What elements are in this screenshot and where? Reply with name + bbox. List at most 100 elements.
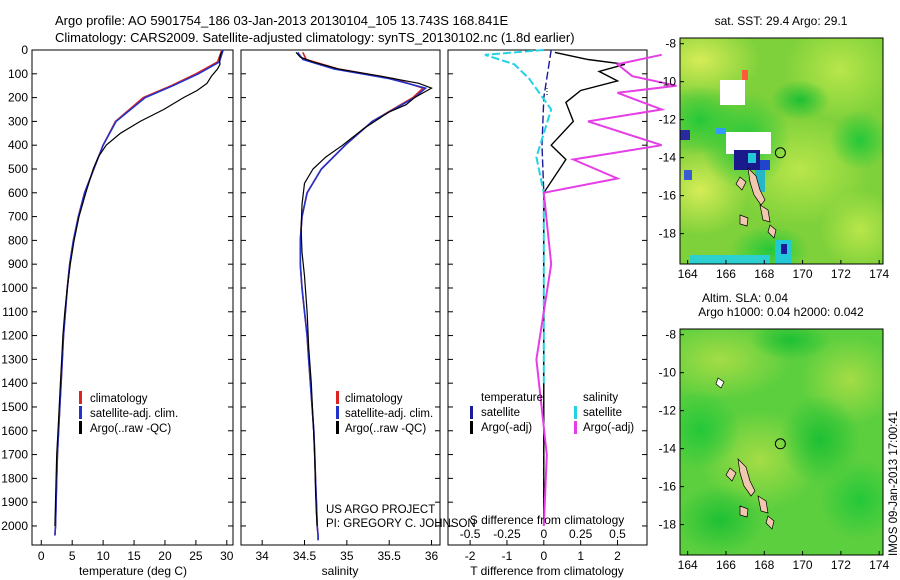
- lat-tick-label: -12: [659, 404, 677, 418]
- y-tick-label: 1100: [2, 305, 28, 319]
- sst-map-frame: [679, 37, 884, 265]
- s-difference-axis-ticks: -0.5 -0.25 0 0.25 0.5: [460, 527, 626, 541]
- t-difference-axis-ticks: -2 -1 0 1 2: [465, 540, 621, 563]
- s-tick-label: -0.25: [493, 527, 521, 541]
- project-annotation: US ARGO PROJECT: [326, 504, 435, 516]
- x-tick-label: 36: [425, 549, 439, 563]
- x-tick-label: 25: [189, 549, 203, 563]
- y-tick-label: 900: [8, 257, 28, 271]
- y-tick-label: 1300: [1, 352, 28, 366]
- figure-title-line-1: Argo profile: AO 5901754_186 03-Jan-2013…: [55, 13, 509, 28]
- salinity-legend: climatology satellite-adj. clim. Argo(..…: [336, 391, 433, 435]
- x-tick-label: 5: [69, 549, 76, 563]
- x-tick-label: 20: [158, 549, 172, 563]
- x-tick-label: 2: [614, 549, 621, 563]
- sla-map-title-line-1: Altim. SLA: 0.04: [702, 291, 788, 305]
- legend-swatch-temp-argo: [470, 421, 473, 434]
- y-tick-label: 1800: [1, 471, 28, 485]
- lat-tick-label: -16: [659, 480, 677, 494]
- y-tick-label: 1000: [1, 281, 28, 295]
- lon-tick-label: 172: [831, 558, 851, 572]
- sla-map-field: [680, 329, 883, 555]
- legend-swatch-sal-satellite: [574, 406, 577, 419]
- salinity-plot-frame: [240, 49, 441, 546]
- y-tick-label: 1700: [1, 448, 28, 462]
- series-line-argo: [54, 50, 223, 527]
- x-tick-label: 34: [255, 549, 269, 563]
- legend-swatch-satellite-adj: [79, 406, 82, 419]
- lat-tick-label: -10: [659, 75, 677, 89]
- sla-map-frame: [679, 328, 884, 556]
- lon-tick-label: 166: [716, 267, 736, 281]
- legend-swatch-temp-satellite: [470, 406, 473, 419]
- lon-tick-label: 168: [754, 267, 774, 281]
- x-tick-label: -2: [465, 549, 476, 563]
- s-tick-label: 0.5: [609, 527, 626, 541]
- difference-panel: -2 -1 0 1 2 -0.5 -0.25 0 0.25 0.5 S difference f…: [447, 49, 677, 578]
- legend-swatch-climatology: [79, 391, 82, 404]
- y-tick-label: 400: [8, 138, 28, 152]
- lon-tick-label: 174: [869, 558, 889, 572]
- salinity-depth-ticks: [241, 49, 440, 527]
- difference-profile-lines: [484, 49, 677, 527]
- lon-tick-label: 168: [754, 558, 774, 572]
- argo-position-marker: [774, 147, 786, 159]
- lon-tick-label: 174: [869, 267, 889, 281]
- lat-tick-label: -18: [659, 518, 677, 532]
- lon-tick-label: 164: [678, 558, 698, 572]
- legend-swatch-climatology: [336, 391, 339, 404]
- legend-label-climatology: climatology: [345, 393, 403, 405]
- salinity-panel: 34 34.5 35 35.5 36 salinity climatology sate…: [240, 49, 476, 578]
- series-line-salinity-satellite: [484, 49, 553, 384]
- temperature-axis-label: temperature (deg C): [79, 564, 187, 578]
- s-tick-label: 0.25: [569, 527, 593, 541]
- sst-map-title: sat. SST: 29.4 Argo: 29.1: [715, 14, 848, 28]
- sst-latitude-ticks: -8 -10 -12 -14 -16 -18: [659, 37, 684, 241]
- x-tick-label: 30: [220, 549, 234, 563]
- legend-swatch-argo: [336, 421, 339, 434]
- t-difference-axis-label: T difference from climatology: [470, 564, 624, 578]
- lat-tick-label: -10: [659, 366, 677, 380]
- y-tick-label: 1900: [1, 495, 28, 509]
- x-tick-label: 0: [38, 549, 45, 563]
- salinity-axis-ticks: 34 34.5 35 35.5 36: [255, 540, 439, 563]
- lat-tick-label: -16: [659, 189, 677, 203]
- legend-swatch-sal-argo: [574, 421, 577, 434]
- lat-tick-label: -18: [659, 227, 677, 241]
- series-line-climatology: [299, 52, 425, 541]
- legend-swatch-argo: [79, 421, 82, 434]
- y-tick-label: 800: [8, 233, 28, 247]
- legend-label-argo: Argo(..raw -QC): [345, 423, 426, 435]
- y-tick-label: 700: [8, 210, 28, 224]
- pi-annotation: PI: GREGORY C. JOHNSON: [326, 518, 476, 530]
- sla-map-title-line-2: Argo h1000: 0.04 h2000: 0.042: [698, 305, 864, 319]
- lon-tick-label: 170: [793, 267, 813, 281]
- series-line-argo: [295, 51, 433, 527]
- salinity-axis-label: salinity: [322, 564, 359, 578]
- sst-map-field: [680, 38, 883, 264]
- lon-tick-label: 164: [678, 267, 698, 281]
- legend-header-temperature: temperature: [481, 392, 543, 404]
- y-tick-label: 200: [8, 91, 28, 105]
- difference-legend: temperature salinity satellite Argo(-adj…: [470, 392, 634, 434]
- lat-tick-label: -8: [665, 328, 676, 342]
- figure-title-line-2: Climatology: CARS2009. Satellite-adjuste…: [55, 30, 575, 45]
- legend-swatch-satellite-adj: [336, 406, 339, 419]
- x-tick-label: 15: [127, 549, 141, 563]
- difference-plot-frame: [447, 49, 648, 546]
- series-line-temperature-argo-adj: [543, 51, 626, 526]
- lat-tick-label: -14: [659, 442, 677, 456]
- imos-watermark: IMOS 09-Jan-2013 17:00:41: [888, 411, 900, 556]
- sla-longitude-ticks: 164 166 168 170 172 174: [678, 551, 890, 572]
- legend-label-argo: Argo(..raw -QC): [90, 423, 171, 435]
- lat-tick-label: -14: [659, 151, 677, 165]
- legend-label-sal-argo: Argo(-adj): [583, 422, 634, 434]
- x-tick-label: 34.5: [293, 549, 317, 563]
- sst-map-panel: sat. SST: 29.4 Argo: 29.1: [659, 14, 890, 281]
- sst-longitude-ticks: 164 166 168 170 172 174: [678, 260, 890, 281]
- argo-position-marker: [774, 438, 786, 450]
- y-tick-label: 500: [8, 162, 28, 176]
- legend-label-satellite-adj: satellite-adj. clim.: [90, 408, 178, 420]
- legend-label-satellite-adj: satellite-adj. clim.: [345, 408, 433, 420]
